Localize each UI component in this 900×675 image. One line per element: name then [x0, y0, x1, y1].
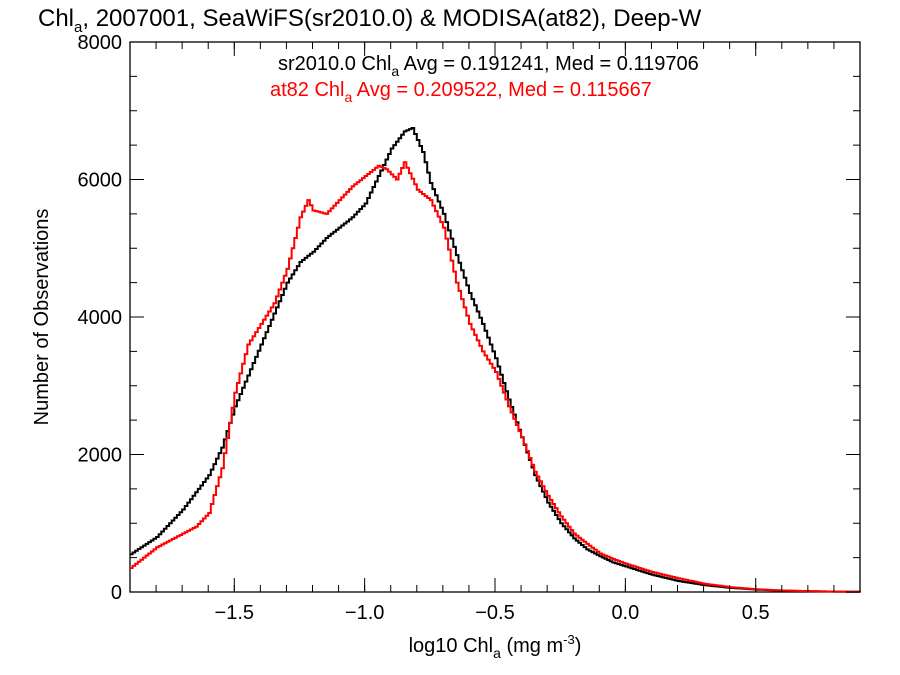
y-tick-label: 6000	[78, 170, 123, 192]
xlabel-units: (mg m	[501, 635, 563, 657]
xlabel-main: log10 Chl	[409, 635, 494, 657]
series-line-sr2010	[130, 126, 861, 593]
x-tick-label: −0.5	[475, 602, 514, 624]
chart-title: Chla, 2007001, SeaWiFS(sr2010.0) & MODIS…	[38, 5, 702, 36]
x-tick-label: 0.5	[742, 602, 770, 624]
annotation-at82-rest: Avg = 0.209522, Med = 0.115667	[352, 79, 652, 101]
ticks-layer: −1.5 −1.0 −0.5 0.0 0.5 0 2000 4000 6000 8000	[78, 32, 861, 624]
xlabel-superscript: -3	[563, 632, 575, 647]
title-rest: , 2007001, SeaWiFS(sr2010.0) & MODISA(at…	[82, 5, 701, 32]
series-layer	[130, 126, 861, 593]
y-tick-label: 4000	[78, 307, 123, 329]
y-axis-label: Number of Observations	[31, 209, 53, 426]
annotation-at82-main: at82 Chl	[270, 79, 345, 101]
annotation-at82-subscript: a	[345, 89, 353, 105]
xlabel-close: )	[575, 635, 582, 657]
x-axis-label: log10 Chla (mg m-3)	[409, 632, 582, 661]
x-tick-label: 0.0	[611, 602, 639, 624]
title-subscript: a	[74, 19, 83, 36]
title-main: Chl	[38, 5, 74, 32]
y-tick-label: 8000	[78, 32, 123, 54]
x-tick-label: −1.5	[215, 602, 254, 624]
plot-frame	[129, 41, 861, 593]
stats-annotation-at82: at82 Chla Avg = 0.209522, Med = 0.115667	[270, 79, 652, 105]
xlabel-subscript: a	[493, 645, 501, 661]
y-tick-label: 0	[111, 582, 122, 604]
annotation-sr2010-rest: Avg = 0.191241, Med = 0.119706	[399, 53, 699, 75]
annotation-sr2010-main: sr2010.0 Chl	[278, 53, 391, 75]
y-tick-label: 2000	[78, 445, 123, 467]
series-line-at82	[130, 161, 861, 593]
stats-annotation-sr2010: sr2010.0 Chla Avg = 0.191241, Med = 0.11…	[278, 53, 699, 79]
annotation-sr2010-subscript: a	[391, 63, 399, 79]
x-tick-label: −1.0	[345, 602, 384, 624]
